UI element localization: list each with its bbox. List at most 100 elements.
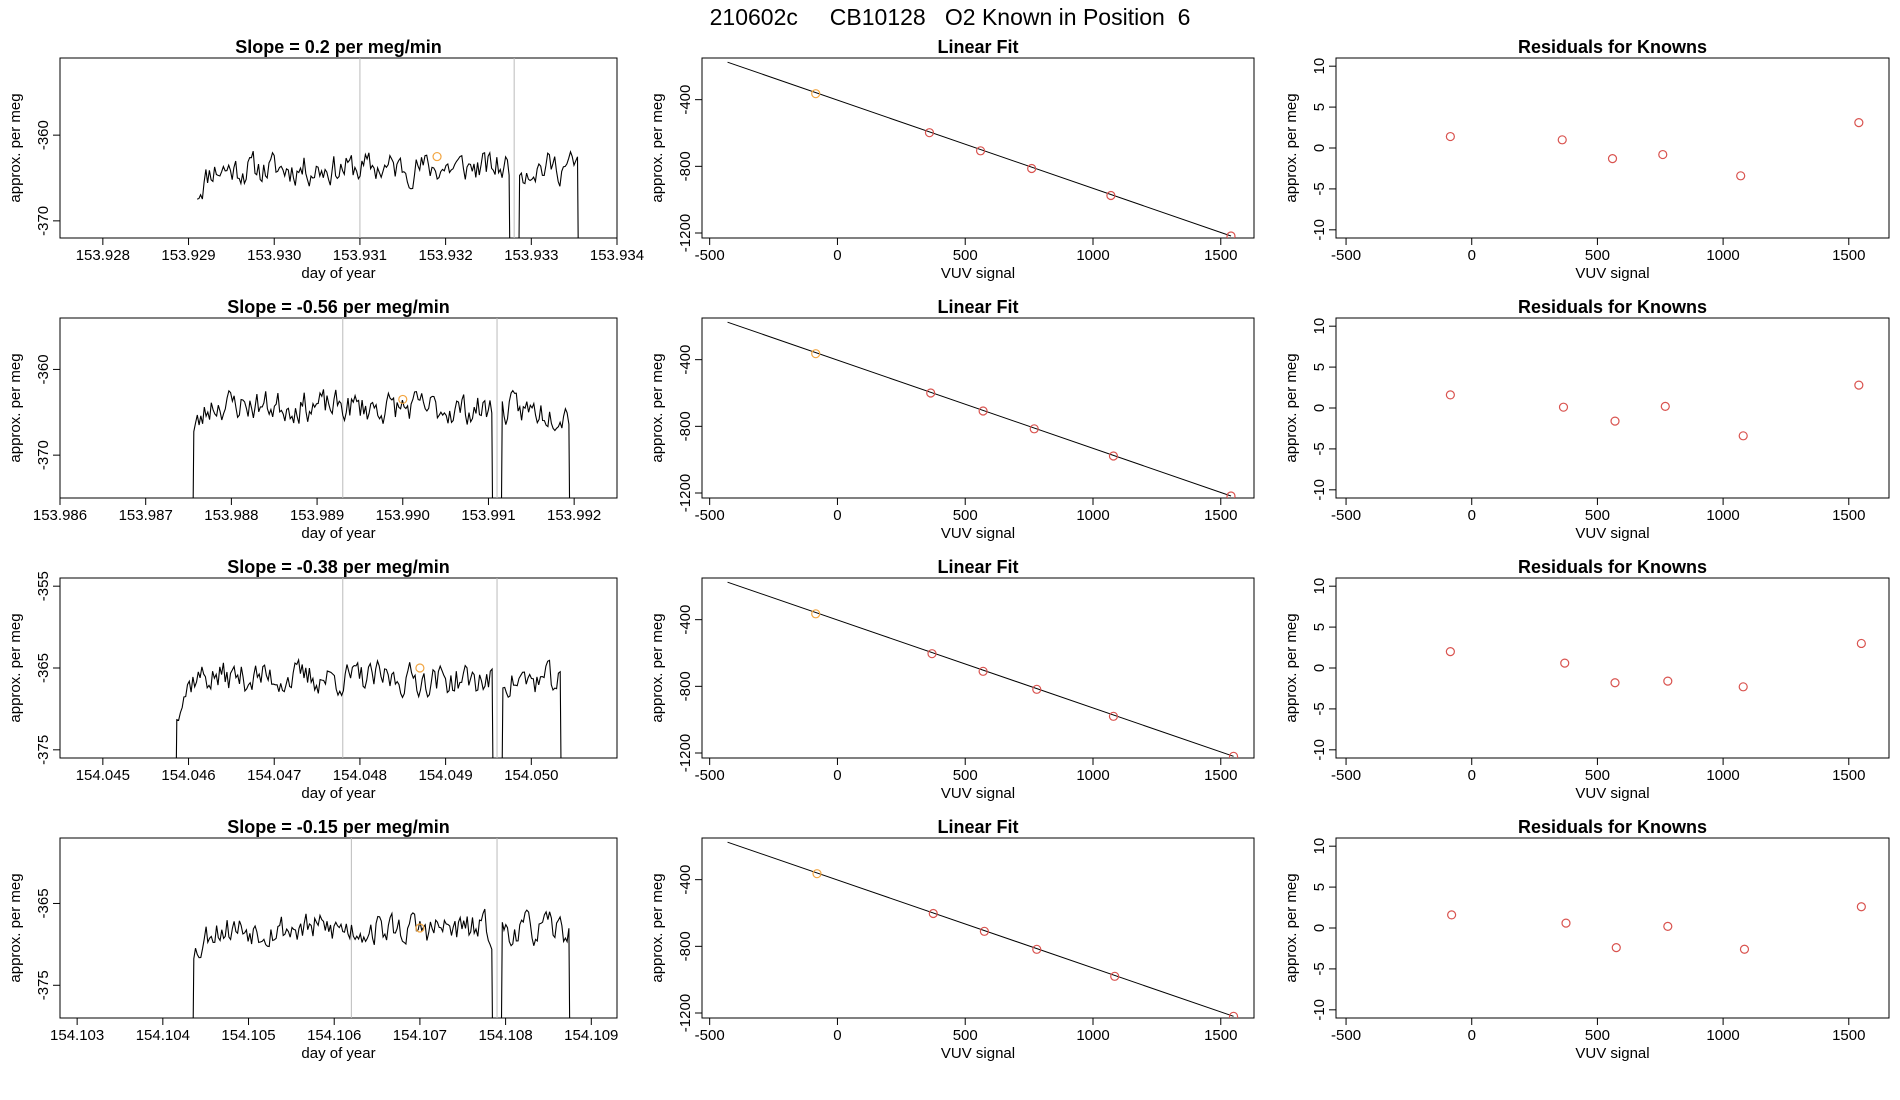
panel-title: Linear Fit xyxy=(937,557,1018,577)
x-tick-label: 154.109 xyxy=(564,1027,618,1044)
data-point xyxy=(978,666,988,676)
data-point xyxy=(1736,171,1746,181)
data-point xyxy=(1856,902,1866,912)
y-tick-label: -370 xyxy=(35,206,52,236)
y-tick-label: -1200 xyxy=(677,474,694,512)
x-tick-label: 1000 xyxy=(1706,767,1739,784)
linear-fit-panel-4: Linear Fit -500 0 500 1000 1500 VUV signal -400… xyxy=(649,817,1255,1062)
x-axis-label: day of year xyxy=(301,525,375,542)
x-tick-label: 1500 xyxy=(1832,507,1865,524)
y-tick-label: 5 xyxy=(1311,883,1328,891)
y-tick-label: -400 xyxy=(677,345,694,375)
plot-area xyxy=(1447,902,1866,954)
residuals-panel-2: Residuals for Knowns -500 0 500 1000 1500 VUV … xyxy=(1283,297,1890,542)
data-point xyxy=(926,388,936,398)
data-point xyxy=(1854,380,1864,390)
fit-line xyxy=(727,581,1234,757)
plot-frame xyxy=(59,317,618,499)
data-point xyxy=(1561,918,1571,928)
x-tick-label: 153.929 xyxy=(161,247,215,264)
y-tick-label: 0 xyxy=(1311,144,1328,152)
x-tick-label: 0 xyxy=(833,247,841,264)
x-axis-label: day of year xyxy=(301,265,375,282)
y-axis-label: approx. per meg xyxy=(7,353,24,462)
x-tick-label: 500 xyxy=(1585,767,1610,784)
x-tick-label: 153.932 xyxy=(418,247,472,264)
y-tick-label: -365 xyxy=(35,653,52,683)
y-axis-label: approx. per meg xyxy=(649,353,666,462)
x-tick-label: 153.931 xyxy=(333,247,387,264)
x-axis-label: VUV signal xyxy=(1575,525,1649,542)
data-point xyxy=(1558,402,1569,412)
x-tick-label: -500 xyxy=(1331,767,1361,784)
x-tick-label: 1500 xyxy=(1204,247,1237,264)
x-tick-label: 500 xyxy=(953,767,978,784)
x-tick-label: 154.045 xyxy=(76,767,130,784)
time-series-panel-2: Slope = -0.56 per meg/min 153.986 153.987 1… xyxy=(7,297,618,542)
panel-title: Slope = -0.15 per meg/min xyxy=(227,817,450,837)
y-tick-label: -10 xyxy=(1311,219,1328,241)
linear-fit-panel-1: Linear Fit -500 0 500 1000 1500 VUV signal -400… xyxy=(649,37,1255,282)
panel-title: Linear Fit xyxy=(937,297,1018,317)
fit-line xyxy=(727,61,1232,237)
panel-title: Residuals for Knowns xyxy=(1518,557,1707,577)
y-axis-label: approx. per meg xyxy=(7,93,24,202)
x-tick-label: 153.987 xyxy=(119,507,173,524)
y-tick-label: -1200 xyxy=(677,994,694,1032)
x-tick-label: 154.047 xyxy=(247,767,301,784)
data-point xyxy=(1027,163,1037,174)
data-point xyxy=(1032,944,1042,954)
panel-title: Residuals for Knowns xyxy=(1518,817,1707,837)
series-line xyxy=(196,150,579,238)
plot-area xyxy=(1445,380,1864,441)
x-tick-label: 1000 xyxy=(1706,1027,1739,1044)
x-tick-label: 153.991 xyxy=(461,507,515,524)
x-tick-label: 154.106 xyxy=(307,1027,361,1044)
data-point xyxy=(1032,684,1042,694)
plot-area xyxy=(727,321,1236,498)
x-tick-label: 1000 xyxy=(1076,247,1109,264)
x-axis-label: VUV signal xyxy=(941,1045,1015,1062)
x-tick-label: -500 xyxy=(695,767,725,784)
x-tick-label: 1000 xyxy=(1706,247,1739,264)
plot-frame xyxy=(701,317,1255,499)
x-tick-label: -500 xyxy=(695,507,725,524)
data-point xyxy=(1663,921,1673,931)
y-tick-label: 10 xyxy=(1311,58,1328,75)
x-tick-label: 154.049 xyxy=(418,767,472,784)
panel-title: Slope = -0.38 per meg/min xyxy=(227,557,450,577)
y-axis-label: approx. per meg xyxy=(1283,873,1300,982)
y-tick-label: 0 xyxy=(1311,404,1328,412)
x-tick-label: 153.990 xyxy=(376,507,430,524)
series-line xyxy=(192,389,571,498)
y-tick-label: 5 xyxy=(1311,623,1328,631)
x-tick-label: 154.050 xyxy=(504,767,558,784)
plot-frame xyxy=(1335,57,1890,239)
highlight-point xyxy=(415,923,425,933)
data-point xyxy=(1660,401,1670,411)
x-tick-label: 1500 xyxy=(1204,1027,1237,1044)
data-point xyxy=(1445,390,1455,400)
plot-frame xyxy=(59,57,618,239)
y-tick-label: 5 xyxy=(1311,103,1328,111)
data-point xyxy=(928,908,938,919)
x-axis-label: VUV signal xyxy=(1575,265,1649,282)
data-point xyxy=(1557,135,1567,145)
data-point xyxy=(811,349,821,359)
y-tick-label: -800 xyxy=(677,151,694,181)
x-tick-label: 0 xyxy=(833,767,841,784)
figure-title: 210602c CB10128 O2 Known in Position 6 xyxy=(709,4,1191,30)
data-point xyxy=(1856,638,1866,649)
data-point xyxy=(1607,154,1618,164)
y-axis-label: approx. per meg xyxy=(7,613,24,722)
data-point xyxy=(979,926,989,936)
x-tick-label: -500 xyxy=(695,247,725,264)
x-tick-label: 154.046 xyxy=(161,767,215,784)
x-axis-label: VUV signal xyxy=(1575,1045,1649,1062)
x-tick-label: 1500 xyxy=(1204,507,1237,524)
data-point xyxy=(1110,971,1120,981)
data-point xyxy=(1108,711,1119,721)
x-axis-label: day of year xyxy=(301,785,375,802)
series-line xyxy=(175,657,562,758)
x-tick-label: 1500 xyxy=(1832,247,1865,264)
